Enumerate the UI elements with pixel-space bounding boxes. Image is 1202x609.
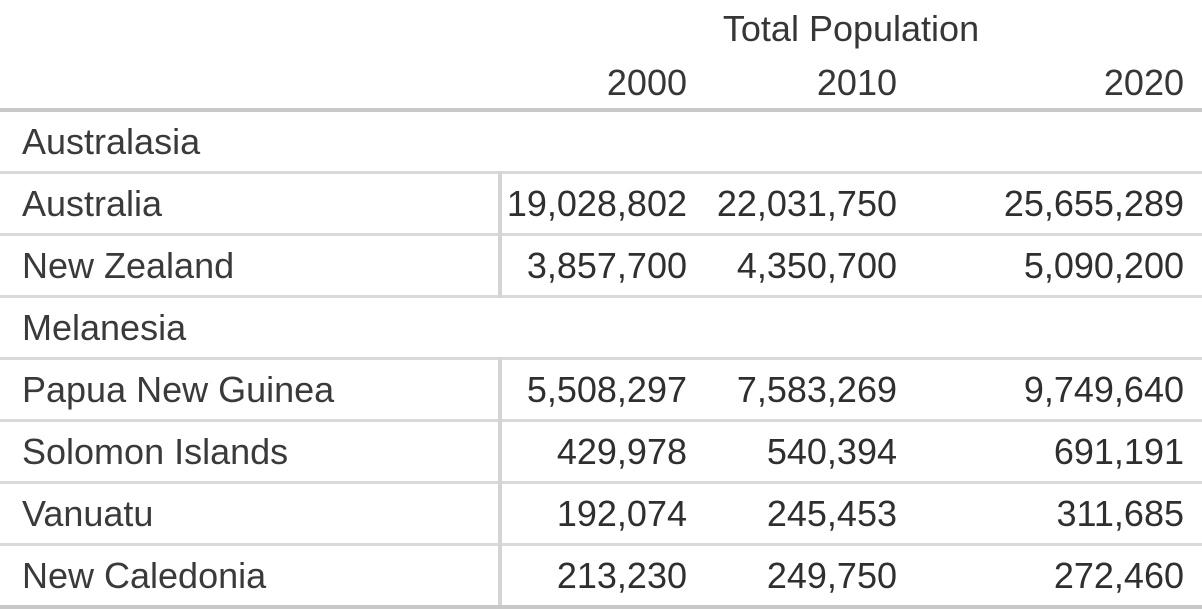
value-2010: 22,031,750: [705, 172, 915, 236]
column-header-2000: 2000: [500, 57, 705, 112]
column-header-2010: 2010: [705, 57, 915, 112]
section-header-row: Australasia: [0, 110, 1202, 174]
value-2010: 540,394: [705, 420, 915, 484]
value-2020: 272,460: [915, 544, 1202, 609]
table-row: New Zealand 3,857,700 4,350,700 5,090,20…: [0, 234, 1202, 298]
table-row: Solomon Islands 429,978 540,394 691,191: [0, 420, 1202, 484]
value-2000: 213,230: [498, 544, 705, 609]
value-2000: 192,074: [498, 482, 705, 546]
value-2010: 4,350,700: [705, 234, 915, 298]
value-2020: 691,191: [915, 420, 1202, 484]
row-label: Australia: [0, 172, 500, 236]
table-title: Total Population: [722, 7, 980, 49]
row-label: New Zealand: [0, 234, 500, 298]
value-2020: 25,655,289: [915, 172, 1202, 236]
row-label: Vanuatu: [0, 482, 500, 546]
row-label: Solomon Islands: [0, 420, 500, 484]
table-row: Vanuatu 192,074 245,453 311,685: [0, 482, 1202, 546]
row-label: Papua New Guinea: [0, 358, 500, 422]
value-2010: 7,583,269: [705, 358, 915, 422]
spanner-header-row: Total Population: [0, 0, 1202, 57]
value-2000: 5,508,297: [498, 358, 705, 422]
section-title: Australasia: [0, 110, 1202, 174]
value-2000: 19,028,802: [498, 172, 705, 236]
year-header-row: 2000 2010 2020: [0, 57, 1202, 112]
corner-cell: [0, 0, 500, 57]
value-2020: 5,090,200: [915, 234, 1202, 298]
value-2010: 249,750: [705, 544, 915, 609]
value-2020: 9,749,640: [915, 358, 1202, 422]
value-2000: 3,857,700: [498, 234, 705, 298]
table-row: New Caledonia 213,230 249,750 272,460: [0, 544, 1202, 609]
section-header-row: Melanesia: [0, 296, 1202, 360]
corner-cell: [0, 57, 500, 112]
value-2000: 429,978: [498, 420, 705, 484]
section-title: Melanesia: [0, 296, 1202, 360]
value-2010: 245,453: [705, 482, 915, 546]
row-label: New Caledonia: [0, 544, 500, 609]
table-row: Australia 19,028,802 22,031,750 25,655,2…: [0, 172, 1202, 236]
table-row: Papua New Guinea 5,508,297 7,583,269 9,7…: [0, 358, 1202, 422]
column-header-2020: 2020: [915, 57, 1202, 112]
value-2020: 311,685: [915, 482, 1202, 546]
